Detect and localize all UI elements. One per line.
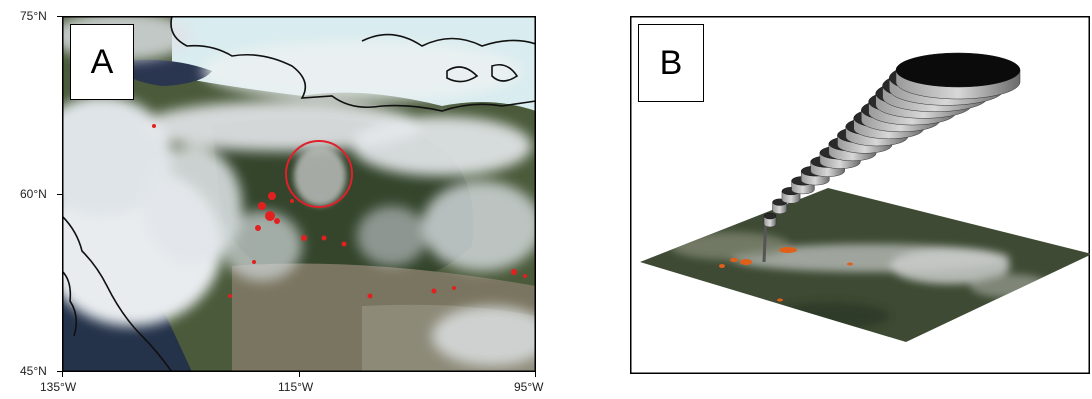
fire-marker bbox=[274, 218, 280, 224]
dark-water bbox=[122, 59, 212, 86]
lon-label-115w: 115°W bbox=[278, 380, 314, 394]
fire-pixel bbox=[740, 259, 752, 265]
lat-label-60n: 60°N bbox=[20, 187, 47, 201]
fire-pixel bbox=[777, 298, 783, 302]
plume-3d-figure bbox=[630, 16, 1090, 374]
fire-marker bbox=[341, 241, 347, 247]
fire-pixels bbox=[719, 247, 853, 302]
lat-label-75n: 75°N bbox=[20, 9, 47, 23]
fire-marker bbox=[252, 260, 256, 264]
smoke-plume bbox=[294, 146, 346, 206]
fire-marker bbox=[452, 286, 456, 290]
fire-marker bbox=[228, 294, 232, 298]
plume-disc bbox=[763, 212, 777, 228]
fire-marker bbox=[258, 202, 266, 210]
fire-pixel bbox=[730, 258, 738, 262]
ground-satellite-plane bbox=[640, 188, 1090, 342]
fire-marker bbox=[431, 288, 437, 294]
plume-highlight-circle bbox=[285, 140, 353, 208]
fire-marker bbox=[265, 211, 275, 221]
map-frame bbox=[62, 16, 536, 372]
fire-marker bbox=[301, 235, 307, 241]
coastlines bbox=[62, 16, 536, 372]
fire-pixel bbox=[779, 247, 797, 253]
plume-3d-panel-b: B bbox=[630, 16, 1090, 374]
satellite-map bbox=[62, 16, 536, 372]
panel-letter-a: A bbox=[70, 24, 134, 100]
fire-pixel bbox=[719, 264, 725, 268]
fire-marker bbox=[511, 269, 517, 275]
fire-marker bbox=[290, 199, 294, 203]
fire-marker bbox=[152, 124, 156, 128]
fire-marker bbox=[255, 225, 261, 231]
fire-marker bbox=[367, 293, 373, 299]
fire-marker bbox=[523, 274, 527, 278]
plume-disc-stack bbox=[762, 52, 1021, 263]
fire-markers bbox=[152, 124, 527, 299]
fire-pixel bbox=[847, 262, 853, 266]
lon-label-95w: 95°W bbox=[514, 380, 544, 394]
plume-disc bbox=[895, 52, 1021, 100]
panel-letter-b: B bbox=[638, 24, 704, 102]
fire-marker bbox=[321, 235, 327, 241]
fire-marker bbox=[268, 192, 276, 200]
lon-label-135w: 135°W bbox=[40, 380, 77, 394]
lat-label-45n: 45°N bbox=[20, 364, 47, 378]
map-panel-a: A bbox=[62, 16, 536, 372]
